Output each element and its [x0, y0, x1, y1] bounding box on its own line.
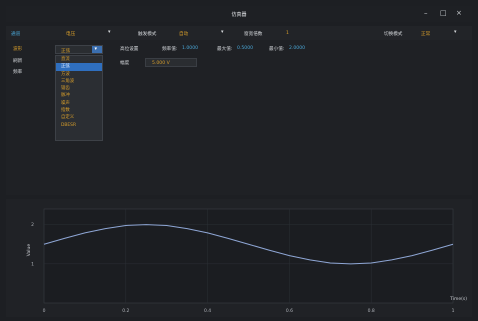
- amplitude-value: 5.000 V: [152, 60, 170, 66]
- x-tick-label: 0.2: [122, 308, 129, 314]
- min-label: 最小值:: [269, 47, 285, 52]
- plot-frame: [43, 208, 454, 304]
- min-value: 2.0000: [289, 46, 306, 51]
- trigger-label: 触发模式: [138, 32, 157, 37]
- amplitude-label: 幅度: [120, 61, 130, 66]
- sidebar-item-waveform[interactable]: 波形: [13, 47, 23, 52]
- dropdown-option-selected[interactable]: 正弦: [56, 63, 102, 71]
- dropdown-option[interactable]: 自定义: [61, 115, 75, 121]
- dropdown-option[interactable]: 锯齿: [61, 86, 70, 92]
- max-label: 最大值:: [217, 47, 233, 52]
- channel-select[interactable]: 电压: [66, 32, 76, 37]
- channel-dropdown-icon[interactable]: ▾: [108, 29, 111, 35]
- sidebar-item-frequency[interactable]: 频率: [13, 70, 23, 75]
- window-width-input[interactable]: 1: [286, 31, 289, 36]
- freq-value: 1.0000: [182, 46, 199, 51]
- dropdown-option[interactable]: DBESR: [61, 122, 77, 128]
- minimize-button[interactable]: –: [424, 9, 428, 17]
- trigger-dropdown-icon[interactable]: ▾: [221, 29, 224, 35]
- dropdown-option[interactable]: 指数: [61, 108, 70, 114]
- dropdown-option[interactable]: 三角波: [61, 78, 75, 84]
- dropdown-option[interactable]: 脉冲: [61, 93, 70, 99]
- series-line: [43, 224, 454, 265]
- x-tick-label: 0: [43, 308, 46, 314]
- x-tick-label: 0.4: [204, 308, 211, 314]
- x-axis-label: Time(s): [449, 296, 467, 302]
- chevron-down-icon: ▾: [94, 46, 98, 52]
- dropdown-option[interactable]: 噪声: [61, 100, 70, 106]
- dropdown-option[interactable]: 直流: [61, 57, 70, 62]
- maximize-button[interactable]: □: [440, 9, 447, 17]
- offset-label: 高位设置: [120, 47, 139, 52]
- mode-dropdown-icon[interactable]: ▾: [454, 29, 457, 35]
- x-tick-label: 0.8: [368, 308, 375, 314]
- amplitude-input[interactable]: 5.000 V: [145, 58, 197, 67]
- window-title: 仿真器: [231, 12, 247, 18]
- y-tick-label: 1: [31, 261, 34, 267]
- top-controls: 通道 电压 ▾ 触发模式 自动 ▾ 窗宽倍数 1 切换模式 正常 ▾: [6, 26, 472, 40]
- x-tick-label: 1: [452, 308, 455, 314]
- plot-area: 0 0.2 0.4 0.6 0.8 1 1 2 Value Time(s): [6, 199, 472, 317]
- x-tick-label: 0.6: [286, 308, 293, 314]
- close-button[interactable]: ×: [456, 9, 462, 17]
- sidebar-item-refresh[interactable]: 刷新: [13, 59, 23, 64]
- waveform-select-value: 正弦: [61, 48, 71, 54]
- dropdown-option[interactable]: 方波: [61, 71, 70, 77]
- trigger-select[interactable]: 自动: [179, 32, 189, 37]
- max-value: 0.5000: [237, 46, 254, 51]
- waveform-select[interactable]: 正弦 ▾: [55, 45, 103, 54]
- y-tick-label: 2: [31, 222, 34, 228]
- freq-label: 频率值:: [162, 47, 178, 52]
- waveform-dropdown-list: 直流 正弦 方波 三角波 锯齿 脉冲 噪声 指数 自定义 DBESR: [55, 55, 103, 141]
- channel-label: 通道: [11, 32, 21, 37]
- y-axis-label: Value: [26, 244, 32, 257]
- mode-label: 切换模式: [384, 32, 403, 37]
- title-bar: 仿真器 – □ ×: [6, 6, 472, 22]
- window-width-label: 窗宽倍数: [244, 32, 263, 37]
- waveform-chart: 0 0.2 0.4 0.6 0.8 1 1 2 Value Time(s): [26, 208, 467, 314]
- waveform-dropdown-button[interactable]: ▾: [92, 46, 102, 53]
- mode-select[interactable]: 正常: [421, 32, 431, 37]
